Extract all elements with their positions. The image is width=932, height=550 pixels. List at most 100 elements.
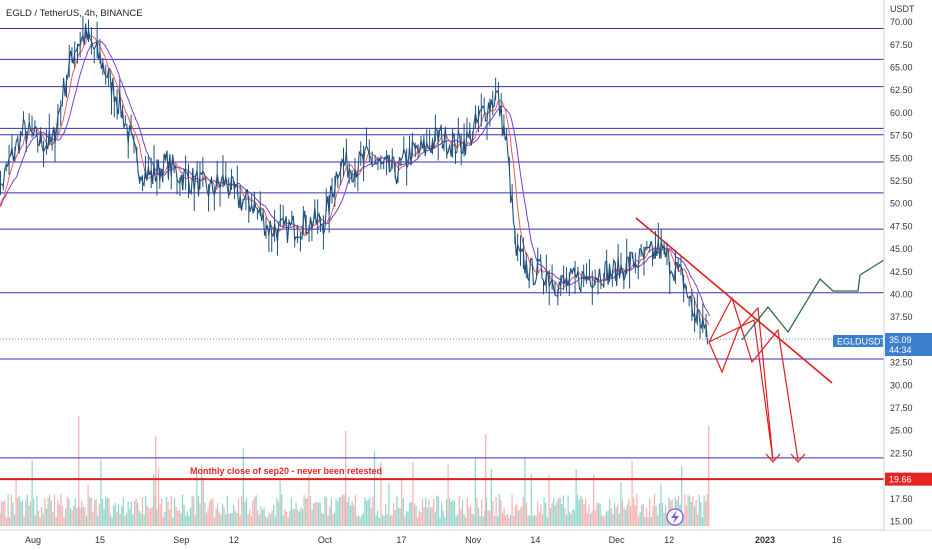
volume-bar bbox=[271, 511, 273, 526]
volume-bar bbox=[29, 501, 32, 526]
volume-bar bbox=[37, 510, 40, 526]
volume-bar bbox=[63, 517, 65, 526]
volume-bar bbox=[465, 517, 467, 526]
volume-bar bbox=[420, 512, 422, 526]
volume-bar bbox=[122, 497, 124, 526]
y-axis-panel[interactable] bbox=[885, 0, 932, 530]
x-axis-ticks: Aug 15 Sep 12 Oct 17 Nov 14 Dec 12 2023 16 bbox=[25, 535, 842, 545]
volume-bar bbox=[449, 498, 451, 526]
volume-bar bbox=[367, 500, 369, 526]
volume-bar bbox=[698, 494, 700, 526]
volume-bar bbox=[116, 511, 118, 526]
volume-bar bbox=[617, 504, 619, 526]
plot-area[interactable] bbox=[0, 0, 884, 530]
volume-bar bbox=[473, 514, 475, 526]
volume-bar bbox=[593, 474, 595, 526]
volume-bar bbox=[212, 498, 214, 526]
volume-bar bbox=[535, 515, 537, 526]
volume-bar bbox=[274, 516, 276, 526]
volume-bar bbox=[481, 499, 483, 526]
volume-bar bbox=[28, 505, 30, 526]
x-tick-label: Oct bbox=[318, 535, 333, 545]
volume-bar bbox=[692, 495, 694, 526]
volume-bar bbox=[503, 508, 505, 526]
volume-bar bbox=[7, 494, 9, 526]
volume-bar bbox=[476, 497, 478, 526]
volume-bar bbox=[409, 502, 411, 526]
volume-bar bbox=[665, 505, 667, 526]
volume-bar bbox=[604, 515, 606, 526]
volume-bar bbox=[460, 508, 462, 526]
volume-bar bbox=[41, 507, 43, 526]
x-tick-label: 15 bbox=[95, 535, 105, 545]
volume-bar bbox=[569, 511, 571, 526]
volume-bar bbox=[404, 516, 406, 526]
volume-bar bbox=[453, 500, 456, 526]
volume-bar bbox=[170, 496, 172, 526]
volume-bar bbox=[399, 508, 401, 526]
volume-bar bbox=[149, 508, 152, 526]
volume-bar bbox=[410, 501, 412, 526]
volume-bar bbox=[577, 494, 579, 526]
volume-bar bbox=[383, 515, 385, 526]
volume-bar bbox=[359, 517, 361, 526]
volume-bar bbox=[316, 502, 318, 526]
volume-bar bbox=[221, 503, 224, 526]
volume-bar bbox=[257, 510, 259, 526]
volume-bar bbox=[258, 514, 260, 526]
y-tick-label: 50.00 bbox=[890, 199, 913, 209]
volume-bar bbox=[333, 512, 336, 526]
y-axis-ticks: 70.00 67.50 65.00 62.50 60.00 57.50 55.00 52.50… bbox=[890, 17, 913, 526]
x-tick-label: Dec bbox=[609, 535, 626, 545]
volume-bar bbox=[417, 517, 419, 526]
volume-bar bbox=[308, 469, 310, 526]
volume-bar bbox=[305, 498, 307, 526]
volume-bar bbox=[573, 510, 576, 526]
volume-bar bbox=[543, 497, 545, 526]
volume-bar bbox=[436, 495, 438, 526]
volume-bar bbox=[421, 499, 424, 526]
volume-bar bbox=[234, 510, 236, 526]
volume-bar bbox=[588, 504, 590, 526]
arrowhead-b bbox=[790, 453, 806, 463]
volume-bar bbox=[172, 517, 174, 526]
lightning-icon[interactable] bbox=[666, 508, 684, 526]
x-tick-label: 16 bbox=[832, 535, 842, 545]
chart-title: EGLD / TetherUS, 4h, BINANCE bbox=[6, 8, 143, 19]
volume-bar bbox=[660, 484, 662, 526]
volume-bar bbox=[428, 499, 430, 526]
volume-bar bbox=[653, 494, 656, 526]
volume-bar bbox=[143, 514, 145, 526]
volume-bar bbox=[426, 507, 428, 526]
x-tick-label: Nov bbox=[465, 535, 482, 545]
bearish-path-b bbox=[708, 296, 799, 461]
volume-bar bbox=[266, 517, 268, 526]
volume-bar bbox=[317, 501, 320, 526]
volume-bar bbox=[396, 496, 398, 526]
volume-bar bbox=[524, 457, 526, 526]
volume-bar bbox=[597, 503, 600, 526]
volume-bar bbox=[546, 517, 548, 526]
volume-bar bbox=[433, 498, 435, 526]
volume-bar bbox=[636, 494, 638, 526]
volume-bar bbox=[578, 500, 580, 526]
volume-bar bbox=[265, 516, 267, 526]
volume-bar bbox=[365, 500, 368, 526]
volume-bar bbox=[657, 515, 659, 526]
volume-bar bbox=[79, 507, 81, 526]
volume-bar bbox=[695, 500, 697, 526]
volume-bar bbox=[649, 498, 651, 526]
volume-bar bbox=[492, 501, 494, 526]
y-tick-label: 42.50 bbox=[890, 267, 913, 277]
x-axis-panel[interactable] bbox=[0, 531, 932, 550]
x-tick-label: 2023 bbox=[755, 535, 775, 545]
volume-bar bbox=[529, 516, 531, 526]
volume-bar bbox=[442, 511, 444, 526]
volume-bar bbox=[561, 504, 563, 526]
volume-bar bbox=[194, 515, 196, 526]
volume-bar bbox=[109, 514, 112, 526]
volume-bar bbox=[23, 516, 25, 526]
volume-bar bbox=[324, 496, 326, 526]
volume-bar bbox=[570, 514, 572, 526]
